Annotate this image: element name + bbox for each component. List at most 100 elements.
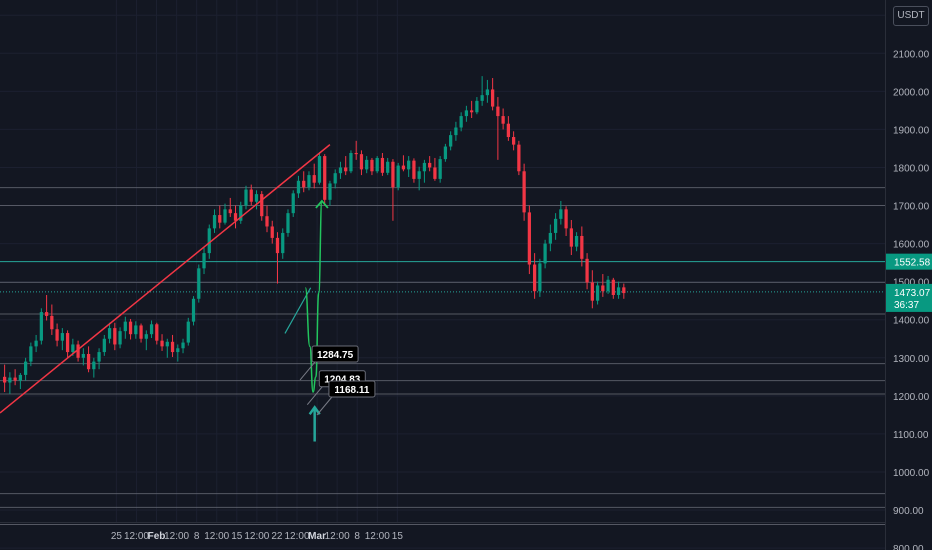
candle-body xyxy=(218,215,222,223)
candle-body xyxy=(270,226,274,238)
candle-body xyxy=(349,153,353,172)
candle-body xyxy=(317,156,322,183)
candle-body xyxy=(176,348,180,353)
currency-selector[interactable]: USDT xyxy=(893,6,929,26)
candle-body xyxy=(543,243,547,264)
price-axis-label: 1400.00 xyxy=(893,316,930,327)
candle-body xyxy=(548,232,552,244)
candle-body xyxy=(606,279,610,292)
candle-body xyxy=(428,162,432,168)
price-axis-label: 1100.00 xyxy=(893,430,929,441)
candle-body xyxy=(50,315,54,330)
candle-body xyxy=(585,258,589,283)
candle-body xyxy=(265,216,269,227)
time-axis-label: Mar xyxy=(308,531,326,542)
candle-body xyxy=(8,377,12,383)
time-axis-label: 12:00 xyxy=(164,531,189,542)
candle-body xyxy=(375,157,379,172)
candle-body xyxy=(464,110,469,117)
price-axis-label: 1300.00 xyxy=(893,354,930,365)
candle-body xyxy=(92,361,96,370)
price-tag-text: 1552.58 xyxy=(894,258,931,269)
candle-body xyxy=(370,159,374,172)
candle-body xyxy=(470,110,474,113)
time-axis-label: 25 xyxy=(111,531,123,542)
candle-body xyxy=(359,154,364,170)
candle-body xyxy=(160,340,164,347)
candle-body xyxy=(165,341,169,347)
candle-body xyxy=(39,312,43,341)
price-axis-label: 1500.00 xyxy=(893,278,930,289)
candle-body xyxy=(333,173,337,184)
price-tag-text: 1473.07 xyxy=(894,288,931,299)
candle-body xyxy=(422,162,427,172)
candle-body xyxy=(23,361,28,375)
candle-body xyxy=(186,321,190,343)
candle-body xyxy=(134,325,138,335)
candle-body xyxy=(228,209,232,214)
candle-body xyxy=(260,194,264,217)
candle-body xyxy=(113,328,117,345)
candle-body xyxy=(506,123,511,138)
time-axis-label: 8 xyxy=(194,531,200,542)
candle-body xyxy=(97,352,101,362)
candle-body xyxy=(354,153,358,155)
candle-body xyxy=(601,285,605,292)
candle-body xyxy=(155,324,159,341)
candle-body xyxy=(302,180,306,188)
target-label-pointer xyxy=(299,361,316,381)
candle-body xyxy=(569,228,573,247)
candle-body xyxy=(18,374,22,381)
target-label-text: 1168.11 xyxy=(334,385,369,396)
candle-body xyxy=(202,253,206,269)
price-axis-label: 900.00 xyxy=(893,506,924,517)
candle-body xyxy=(239,205,243,221)
candle-body xyxy=(44,312,49,316)
candle-body xyxy=(286,213,290,233)
candle-body xyxy=(181,342,185,349)
candle-body xyxy=(71,344,75,353)
price-axis-label: 1700.00 xyxy=(893,202,930,213)
price-axis-label: 800.00 xyxy=(893,544,924,550)
candle-body xyxy=(412,160,416,179)
candle-body xyxy=(197,268,201,299)
projection-curve xyxy=(304,200,323,393)
candle-body xyxy=(254,194,259,202)
candle-body xyxy=(396,165,400,188)
candle-countdown: 36:37 xyxy=(894,300,919,311)
candle-body xyxy=(233,213,238,221)
candle-body xyxy=(244,189,248,206)
candle-body xyxy=(29,346,33,362)
target-label-pointer xyxy=(306,386,323,406)
candle-body xyxy=(459,116,463,128)
time-axis-label: 12:00 xyxy=(365,531,390,542)
candle-body xyxy=(538,263,542,292)
candle-body xyxy=(553,218,558,233)
candle-body xyxy=(102,338,106,353)
up-arrow-head xyxy=(308,405,321,415)
candle-body xyxy=(312,175,316,183)
time-axis-label: Feb xyxy=(148,531,166,542)
candle-body xyxy=(417,171,421,179)
candle-body xyxy=(433,167,437,179)
candle-body xyxy=(480,95,484,101)
candle-body xyxy=(401,165,406,170)
price-axis-label: 1900.00 xyxy=(893,125,930,136)
price-tag-box xyxy=(886,283,932,312)
candle-body xyxy=(611,279,615,295)
candle-body xyxy=(291,193,295,214)
candle-body xyxy=(249,189,253,202)
price-axis-label: 1200.00 xyxy=(893,392,930,403)
price-axis-label: 2100.00 xyxy=(893,49,930,60)
candle-body xyxy=(2,376,7,383)
time-axis-label: 12:00 xyxy=(284,531,309,542)
candle-body xyxy=(65,333,70,353)
candle-body xyxy=(13,377,17,381)
candle-body xyxy=(590,282,594,301)
candle-body xyxy=(517,144,521,172)
candle-body xyxy=(564,209,568,229)
time-axis-label: 15 xyxy=(392,531,404,542)
target-label-pointer xyxy=(316,396,333,416)
